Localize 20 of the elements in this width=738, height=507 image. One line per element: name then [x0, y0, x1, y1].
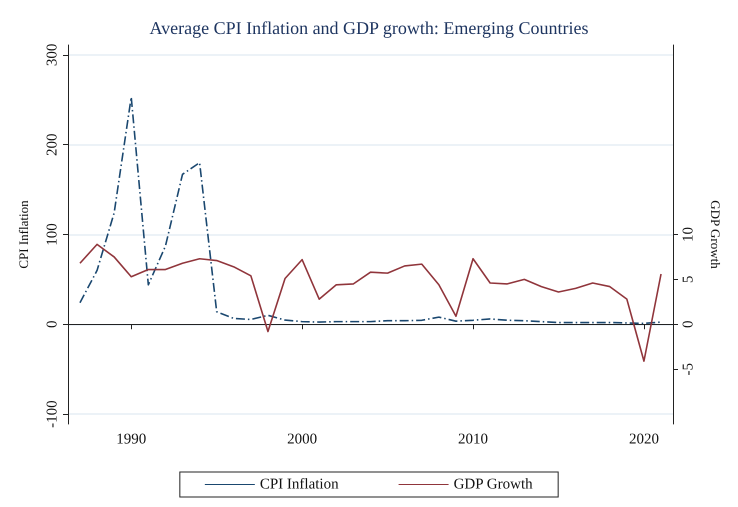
x-tick-label: 1990 — [116, 432, 146, 448]
x-tick-label: 2020 — [628, 432, 659, 448]
y2-tick-label: 0 — [680, 320, 696, 328]
y-tick-label: 100 — [44, 223, 60, 246]
y2-tick-label: -5 — [680, 362, 696, 376]
y-tick-label: 300 — [44, 44, 60, 66]
legend-label: GDP Growth — [454, 476, 534, 492]
y-tick-label: 0 — [44, 320, 60, 328]
y2-axis-title: GDP Growth — [708, 200, 723, 270]
chart-title: Average CPI Inflation and GDP growth: Emerging Countries — [149, 18, 589, 38]
legend-label: CPI Inflation — [260, 476, 340, 492]
line-series — [79, 96, 662, 324]
y-axis-title: CPI Inflation — [16, 200, 31, 269]
y-tick-label: -100 — [44, 400, 60, 428]
y2-tick-label: 5 — [680, 276, 696, 284]
x-tick-label: 2010 — [458, 432, 488, 448]
y-tick-label: 200 — [44, 133, 60, 156]
y2-tick-label: 10 — [680, 227, 696, 242]
line-series — [79, 244, 662, 362]
x-tick-label: 2000 — [287, 432, 318, 448]
